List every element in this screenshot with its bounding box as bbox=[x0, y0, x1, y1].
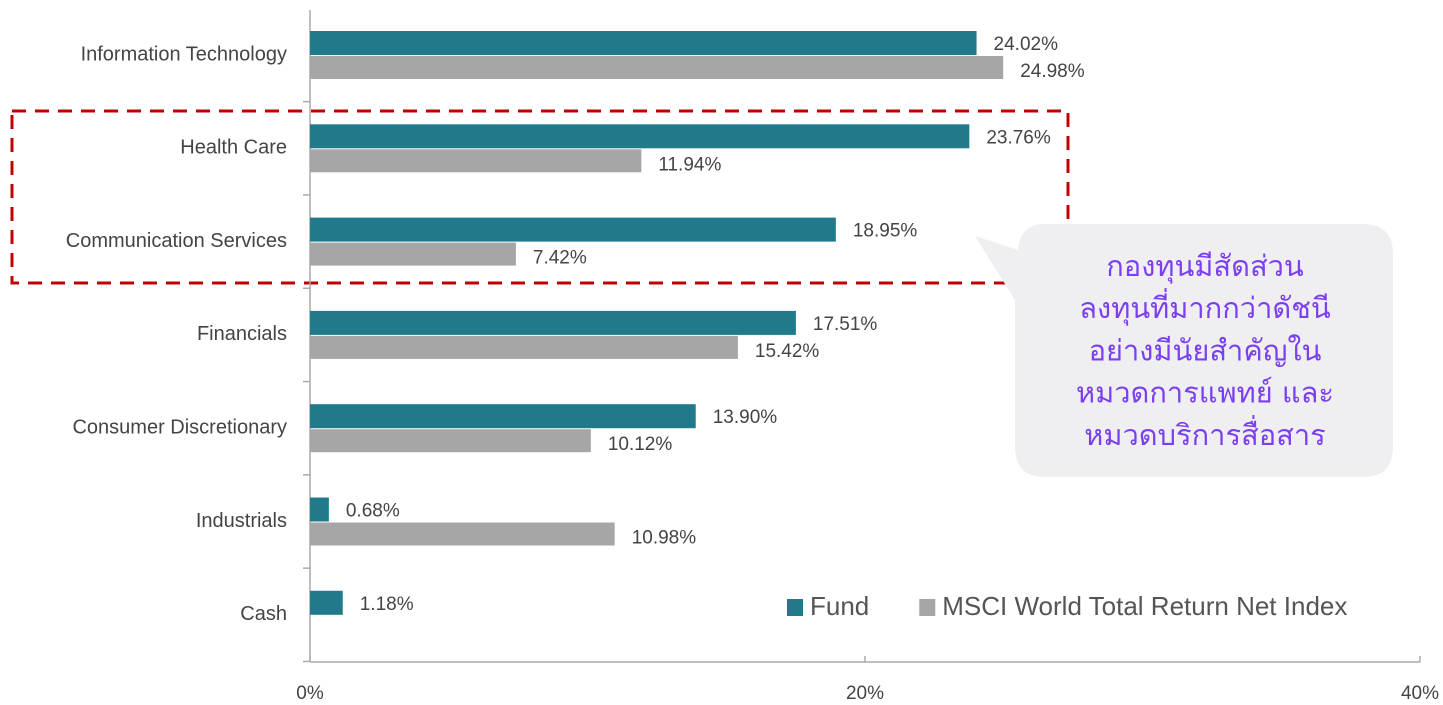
bar bbox=[310, 522, 615, 546]
category-label: Health Care bbox=[180, 137, 287, 159]
value-label: 17.51% bbox=[813, 314, 878, 335]
annotation-line: กองทุนมีสัดส่วน bbox=[1106, 249, 1304, 284]
value-label: 15.42% bbox=[755, 341, 820, 362]
category-label: Consumer Discretionary bbox=[72, 416, 287, 438]
bar bbox=[310, 56, 1004, 79]
bar bbox=[310, 335, 738, 359]
value-label: 23.76% bbox=[986, 127, 1051, 148]
legend-label: Fund bbox=[810, 591, 869, 621]
bar bbox=[310, 124, 970, 149]
bar bbox=[310, 149, 642, 173]
category-label: Communication Services bbox=[66, 230, 287, 252]
bar bbox=[310, 497, 329, 522]
highlight-box bbox=[10, 109, 1070, 285]
value-label: 13.90% bbox=[713, 407, 778, 428]
value-label: 1.18% bbox=[360, 594, 414, 615]
bar bbox=[310, 31, 977, 55]
x-tick-label: 20% bbox=[846, 683, 884, 704]
bar bbox=[310, 429, 591, 453]
bar bbox=[310, 590, 343, 615]
annotation-line: ลงทุนที่มากกว่าดัชนี bbox=[1079, 288, 1331, 326]
value-label: 11.94% bbox=[658, 154, 721, 175]
category-label: Financials bbox=[197, 323, 287, 345]
category-label: Information Technology bbox=[81, 43, 287, 65]
bar bbox=[310, 242, 516, 266]
bar bbox=[310, 217, 836, 242]
bar bbox=[310, 404, 696, 429]
legend-swatch bbox=[919, 599, 936, 616]
value-label: 24.02% bbox=[994, 34, 1059, 55]
legend-swatch bbox=[787, 599, 803, 616]
x-tick-label: 0% bbox=[296, 683, 324, 704]
value-label: 24.98% bbox=[1020, 61, 1085, 82]
value-label: 0.68% bbox=[346, 501, 400, 522]
annotation-line: หมวดบริการสื่อสาร bbox=[1084, 415, 1325, 452]
value-label: 18.95% bbox=[853, 221, 918, 242]
value-label: 10.98% bbox=[632, 528, 697, 549]
category-label: Industrials bbox=[196, 510, 287, 532]
bar bbox=[310, 310, 796, 335]
value-label: 10.12% bbox=[608, 434, 673, 455]
legend-label: MSCI World Total Return Net Index bbox=[942, 591, 1347, 621]
annotation-line: อย่างมีนัยสำคัญใน bbox=[1089, 333, 1322, 367]
callout bbox=[975, 224, 1393, 477]
annotation-line: หมวดการแพทย์ และ bbox=[1076, 376, 1334, 410]
category-label: Cash bbox=[240, 603, 287, 625]
value-label: 7.42% bbox=[533, 248, 587, 269]
x-tick-label: 40% bbox=[1401, 683, 1439, 704]
